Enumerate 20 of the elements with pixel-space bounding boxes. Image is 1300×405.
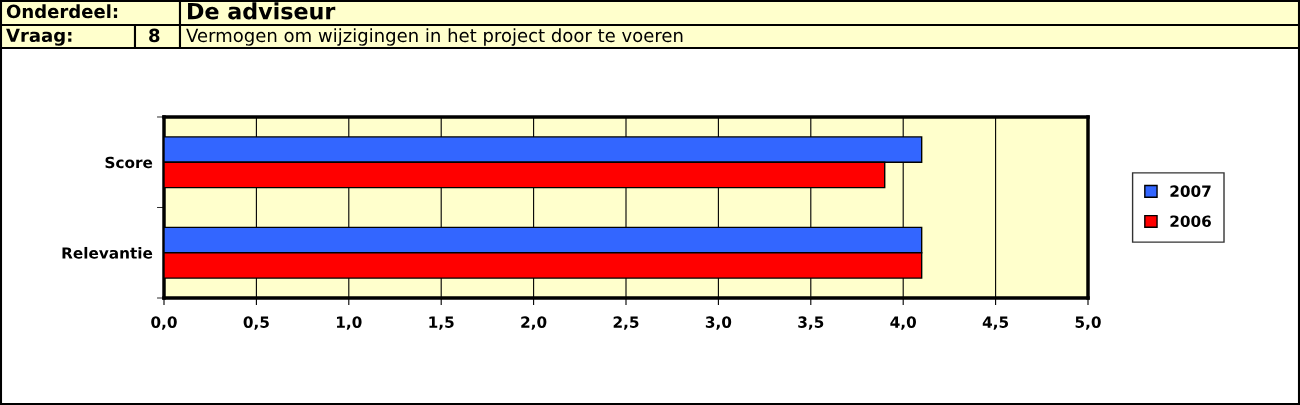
x-tick-label: 4,0 — [890, 316, 916, 330]
legend-label: 2007 — [1170, 185, 1211, 197]
chart-title: De adviseur — [188, 2, 336, 20]
x-tick-label: 0,5 — [243, 316, 269, 330]
x-tick-label: 5,0 — [1075, 316, 1101, 330]
x-tick-label: 2,5 — [613, 316, 639, 330]
text: Vraag: — [6, 28, 72, 46]
x-tick-label: 3,0 — [705, 316, 732, 330]
x-tick-label: 3,5 — [798, 316, 824, 330]
x-tick-label: 1,0 — [336, 316, 362, 330]
text: Onderdeel: — [6, 4, 118, 19]
chart-subtitle: Vermogen om wijzigingen in het project door te voeren — [186, 28, 683, 46]
y-tick-label: Score — [105, 156, 153, 169]
x-tick-label: 2,0 — [521, 316, 547, 330]
y-tick-label: Relevantie — [62, 246, 153, 259]
text: 8 — [149, 28, 160, 43]
legend-label: 2006 — [1170, 215, 1211, 227]
x-tick-label: 1,5 — [429, 316, 454, 330]
x-tick-label: 4,5 — [982, 316, 1009, 330]
x-tick-label: 0,0 — [151, 316, 177, 330]
